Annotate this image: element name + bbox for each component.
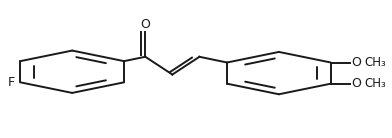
Text: O: O: [140, 18, 150, 31]
Text: CH₃: CH₃: [365, 77, 387, 90]
Text: O: O: [352, 77, 361, 90]
Text: F: F: [8, 76, 15, 89]
Text: O: O: [352, 56, 361, 69]
Text: CH₃: CH₃: [365, 56, 387, 69]
